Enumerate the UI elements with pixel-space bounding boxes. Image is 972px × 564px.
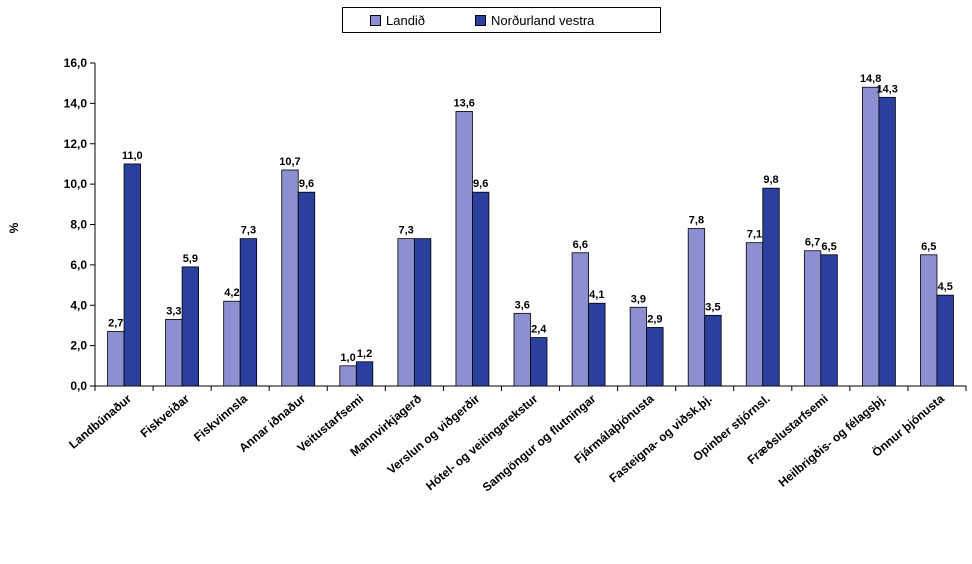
data-label: 9,8 bbox=[763, 174, 778, 186]
bar-landid bbox=[920, 254, 938, 387]
bar-nordurland-vestra bbox=[181, 266, 200, 387]
bar-nordurland-vestra bbox=[878, 96, 896, 387]
bar-nordurland-vestra bbox=[820, 254, 838, 387]
legend: Landið Norðurland vestra bbox=[342, 7, 661, 33]
y-tick-label: 6,0 bbox=[70, 258, 87, 272]
data-label: 14,3 bbox=[876, 83, 897, 95]
bar-nordurland-vestra bbox=[472, 191, 490, 387]
bar-nordurland-vestra bbox=[936, 294, 954, 387]
y-tick-label: 8,0 bbox=[70, 218, 87, 232]
data-label: 6,6 bbox=[573, 239, 588, 251]
data-label: 6,7 bbox=[805, 237, 820, 249]
data-label: 3,9 bbox=[631, 293, 646, 305]
data-label: 5,9 bbox=[183, 253, 198, 265]
bar-landid bbox=[455, 111, 473, 387]
bar-landid bbox=[745, 242, 764, 387]
y-tick-label: 16,0 bbox=[64, 56, 88, 70]
data-label: 6,5 bbox=[921, 241, 936, 253]
data-label: 11,0 bbox=[122, 150, 143, 162]
data-label: 3,6 bbox=[515, 299, 530, 311]
data-label: 2,9 bbox=[647, 313, 662, 325]
bar-nordurland-vestra bbox=[530, 337, 548, 387]
bar-landid bbox=[687, 228, 706, 387]
bar-landid bbox=[513, 312, 531, 387]
bar-nordurland-vestra bbox=[413, 238, 432, 387]
bar-nordurland-vestra bbox=[239, 238, 258, 387]
data-label: 7,3 bbox=[241, 225, 256, 237]
legend-item-nordurland-vestra: Norðurland vestra bbox=[475, 13, 594, 28]
y-tick-label: 14,0 bbox=[64, 96, 88, 110]
bar-nordurland-vestra bbox=[297, 191, 316, 387]
category-label: Samgöngur og flutningar bbox=[480, 391, 599, 494]
bar-landid bbox=[803, 250, 822, 387]
data-label: 9,6 bbox=[299, 178, 314, 190]
data-label: 2,7 bbox=[108, 317, 123, 329]
data-label: 4,2 bbox=[224, 287, 239, 299]
data-label: 3,5 bbox=[705, 301, 720, 313]
bar-landid bbox=[223, 300, 241, 387]
legend-item-landid: Landið bbox=[370, 13, 425, 28]
legend-swatch-nordurland-vestra bbox=[475, 14, 487, 26]
y-tick-label: 0,0 bbox=[70, 379, 87, 393]
bar-landid bbox=[339, 365, 357, 387]
bar-landid bbox=[862, 86, 880, 387]
chart-data-labels: 2,7 3,3 4,2 10,7 1,0 7,3 13,6 3,6 6,6 3,9 7,8 7,1 6,… bbox=[108, 73, 953, 364]
bar-landid bbox=[165, 318, 183, 387]
bar-nordurland-vestra bbox=[588, 302, 606, 387]
legend-label-nordurland-vestra: Norðurland vestra bbox=[491, 12, 595, 28]
y-tick-label: 4,0 bbox=[70, 298, 87, 312]
data-label: 4,1 bbox=[589, 289, 604, 301]
category-label: Hótel- og veitingarekstur bbox=[423, 391, 541, 493]
bar-nordurland-vestra bbox=[646, 327, 664, 387]
data-label: 2,4 bbox=[531, 324, 547, 336]
y-tick-label: 2,0 bbox=[70, 339, 87, 353]
category-label: Heilbrigðis- og félagsþj. bbox=[776, 392, 889, 490]
chart-bars bbox=[107, 86, 954, 387]
bar-landid bbox=[281, 169, 299, 387]
bar-nordurland-vestra bbox=[123, 163, 141, 387]
legend-label-landid: Landið bbox=[386, 12, 426, 28]
bar-nordurland-vestra bbox=[355, 361, 374, 387]
data-label: 1,2 bbox=[357, 348, 372, 360]
y-axis-label: % bbox=[7, 222, 21, 233]
data-label: 7,3 bbox=[398, 225, 413, 237]
data-label: 14,8 bbox=[860, 73, 881, 85]
y-tick-label: 10,0 bbox=[64, 177, 88, 191]
data-label: 10,7 bbox=[279, 156, 300, 168]
category-label: Landbúnaður bbox=[66, 391, 134, 451]
category-label: Fasteigna- og viðsk.þj. bbox=[607, 392, 715, 486]
data-label: 7,1 bbox=[747, 229, 762, 241]
y-tick-label: 12,0 bbox=[64, 137, 88, 151]
bar-landid bbox=[397, 238, 415, 387]
data-label: 6,5 bbox=[821, 241, 836, 253]
data-label: 1,0 bbox=[340, 352, 355, 364]
category-label: Fiskveiðar bbox=[138, 391, 193, 440]
data-label: 7,8 bbox=[689, 215, 704, 227]
data-label: 3,3 bbox=[166, 305, 181, 317]
bar-nordurland-vestra bbox=[762, 187, 780, 387]
legend-swatch-landid bbox=[370, 14, 381, 26]
category-label: Fiskvinnsla bbox=[191, 391, 250, 444]
data-label: 13,6 bbox=[453, 97, 474, 109]
bar-landid bbox=[629, 306, 648, 387]
data-label: 4,5 bbox=[938, 281, 953, 293]
bar-nordurland-vestra bbox=[704, 314, 722, 387]
data-label: 9,6 bbox=[473, 178, 488, 190]
bar-landid bbox=[571, 252, 589, 387]
bar-landid bbox=[107, 331, 125, 387]
